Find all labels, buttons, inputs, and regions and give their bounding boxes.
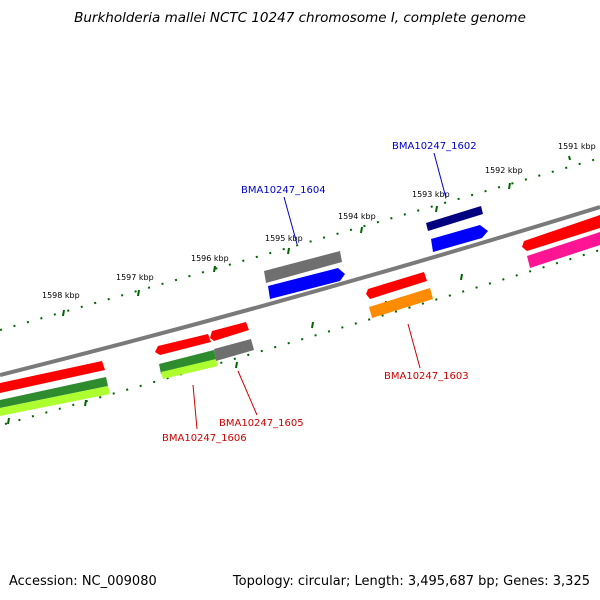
- gene-feature[interactable]: [264, 251, 342, 283]
- forward-genes: [0, 206, 600, 393]
- gene-feature[interactable]: [522, 215, 600, 251]
- tick-mark: [435, 205, 438, 213]
- gene-feature[interactable]: [426, 206, 483, 231]
- gene-label-1602[interactable]: BMA10247_1602: [392, 141, 477, 152]
- tick-mark: [568, 155, 571, 161]
- gene-feature[interactable]: [366, 272, 427, 299]
- gene-label-1603[interactable]: BMA10247_1603: [384, 371, 469, 382]
- tick-label: 1595 kbp: [265, 234, 303, 243]
- gene-feature[interactable]: [155, 334, 211, 355]
- tick-mark: [311, 321, 314, 329]
- tick-label: 1594 kbp: [338, 212, 376, 221]
- chromosome-backbone: [0, 205, 600, 377]
- leader-line: [433, 152, 447, 199]
- leader-line: [192, 384, 198, 430]
- tick-mark: [213, 265, 216, 273]
- tick-label: 1597 kbp: [116, 273, 154, 282]
- gene-feature[interactable]: [210, 322, 249, 341]
- tick-label: 1591 kbp: [558, 142, 596, 151]
- tick-mark: [235, 361, 238, 369]
- tick-label: 1596 kbp: [191, 254, 229, 263]
- gene-feature[interactable]: [0, 361, 105, 393]
- leader-line: [407, 323, 421, 369]
- gene-feature[interactable]: [214, 339, 254, 361]
- gene-feature[interactable]: [159, 350, 216, 374]
- gene-feature[interactable]: [268, 268, 345, 299]
- gene-label-1605[interactable]: BMA10247_1605: [219, 418, 304, 429]
- tick-label: 1592 kbp: [485, 166, 523, 175]
- gene-feature[interactable]: [369, 288, 433, 318]
- leader-line: [283, 196, 298, 245]
- gene-feature[interactable]: [161, 359, 218, 379]
- tick-label: 1593 kbp: [412, 190, 450, 199]
- tick-mark: [360, 226, 363, 234]
- tick-mark: [84, 399, 87, 407]
- genome-stats-text: Topology: circular; Length: 3,495,687 bp…: [232, 574, 590, 589]
- inner-tick-ring: [4, 249, 600, 425]
- gene-feature[interactable]: [431, 225, 488, 252]
- tick-mark: [62, 309, 65, 317]
- gene-feature[interactable]: [0, 377, 108, 408]
- gene-feature[interactable]: [527, 232, 600, 268]
- gene-label-1604[interactable]: BMA10247_1604: [241, 185, 326, 196]
- gene-label-1606[interactable]: BMA10247_1606: [162, 433, 247, 444]
- tick-mark: [287, 247, 290, 255]
- tick-mark: [460, 273, 463, 281]
- tick-mark: [137, 289, 140, 297]
- map-title: Burkholderia mallei NCTC 10247 chromosom…: [74, 10, 526, 26]
- gene-feature[interactable]: [0, 386, 110, 416]
- tick-mark: [7, 417, 10, 425]
- accession-text: Accession: NC_009080: [9, 574, 157, 589]
- tick-label: 1598 kbp: [42, 291, 80, 300]
- leader-lines: [192, 152, 447, 430]
- leader-line: [237, 370, 258, 416]
- tick-mark: [508, 182, 511, 190]
- reverse-genes: [0, 232, 600, 416]
